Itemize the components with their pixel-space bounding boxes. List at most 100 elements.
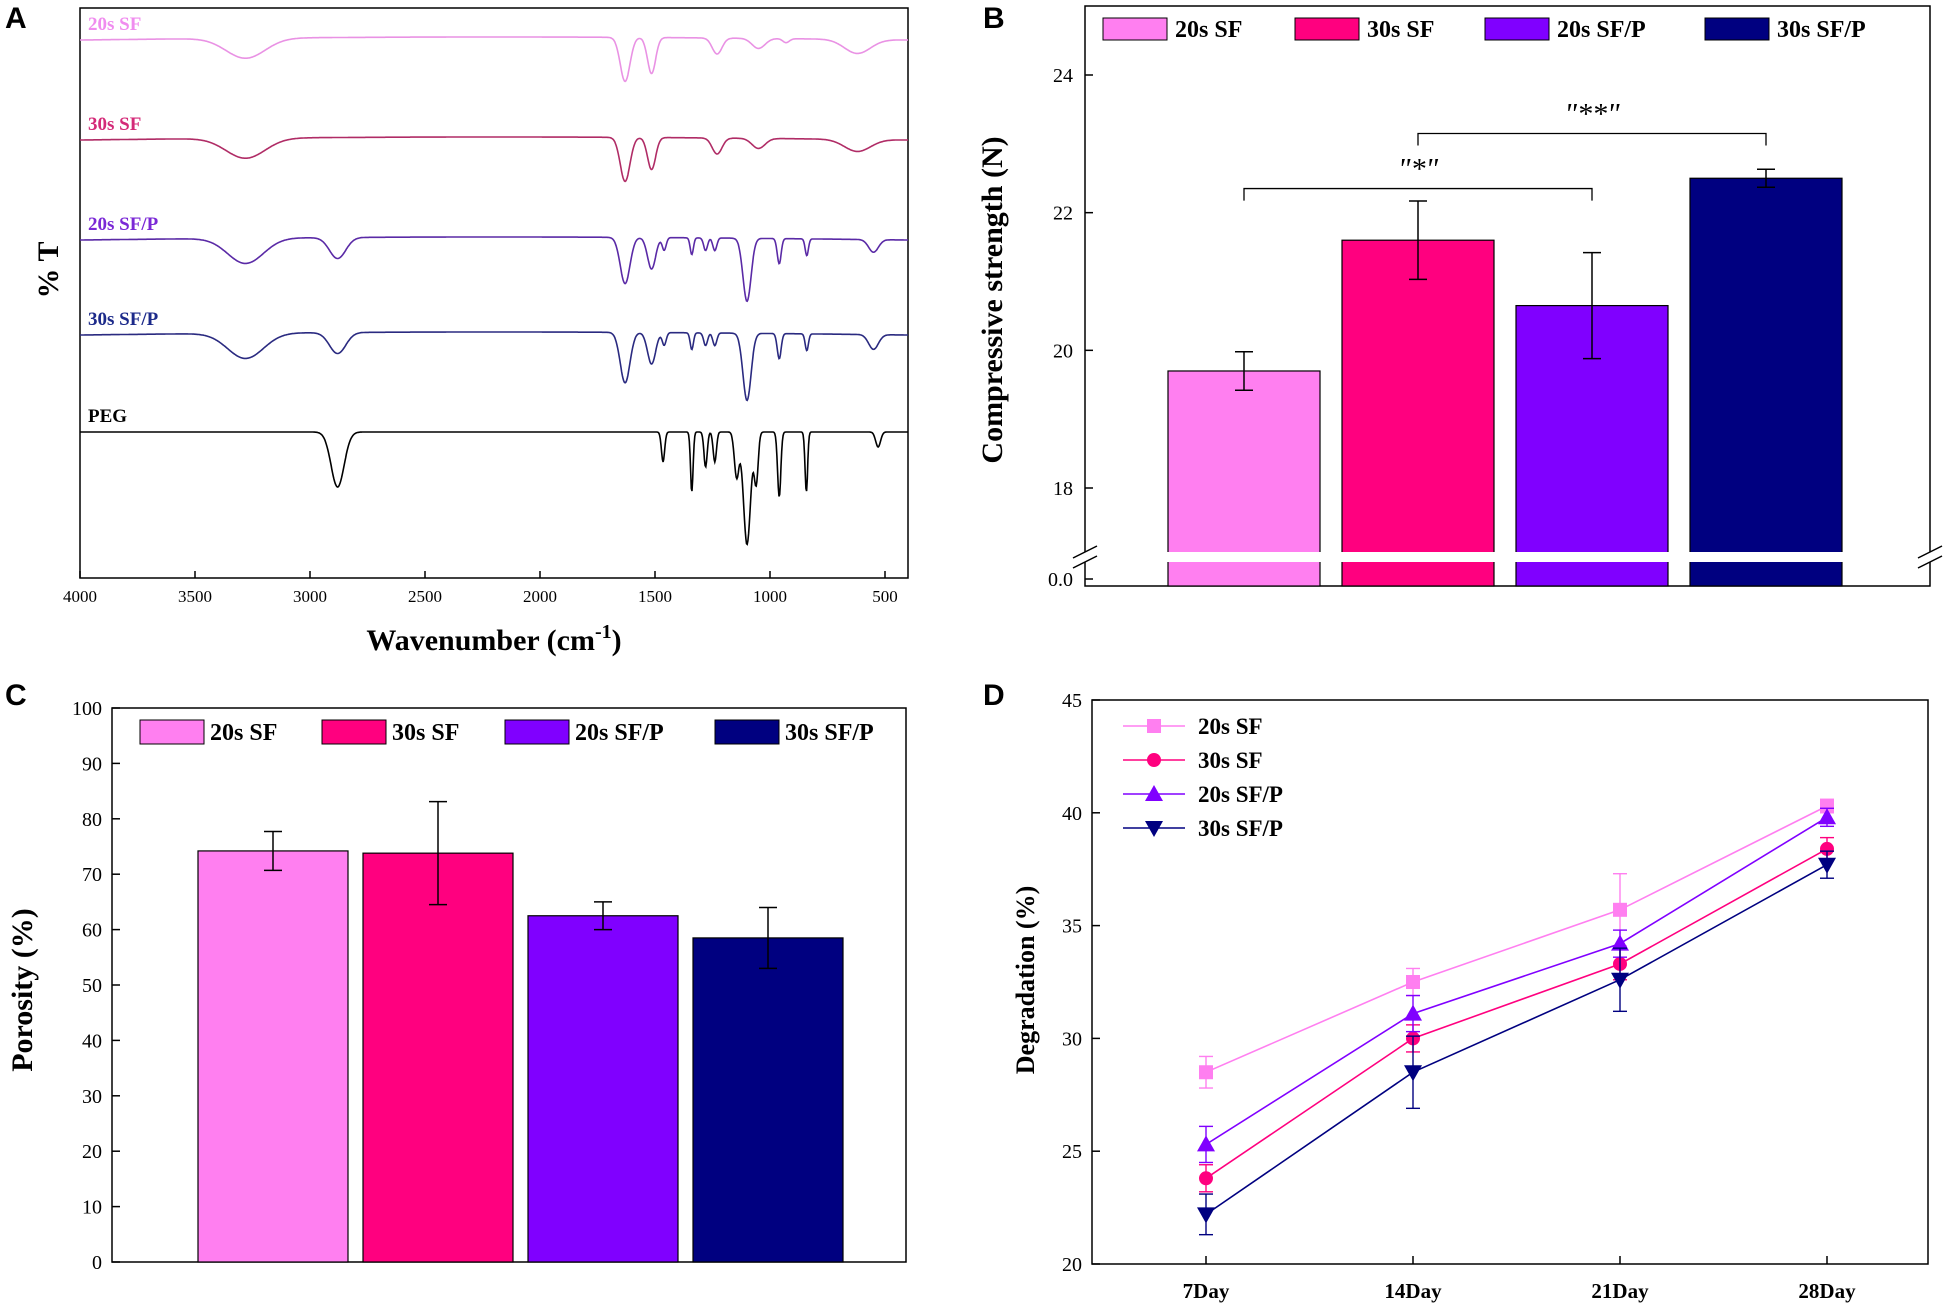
legend-swatch-20s-sf [1102, 17, 1168, 41]
bar-20s-sf [1167, 370, 1321, 587]
y-tick-label: 24 [1053, 65, 1073, 87]
legend-swatch-30s-sf-p [714, 719, 780, 745]
y-tick-label: 50 [82, 975, 102, 997]
legend-swatch-30s-sf [1294, 17, 1360, 41]
axis-break-mark [1072, 545, 1098, 559]
panel-c-porosity-chart: 0 10 20 30 40 50 60 70 80 90 100 Porosity (%) 20s SF… [6, 698, 907, 1274]
ftir-series-30s-sf [80, 136, 908, 183]
data-point-30s-sf-p [1818, 857, 1836, 874]
data-point-30s-sf [1820, 841, 1834, 856]
x-tick-label-7day: 7Day [1183, 1279, 1230, 1303]
axis-break-mark [1072, 555, 1098, 569]
significance-bracket [1243, 187, 1593, 201]
legend-label-20s-sf: 20s SF [210, 720, 277, 746]
y-tick-label: 90 [82, 753, 102, 775]
x-tick-label-14day: 14Day [1384, 1279, 1442, 1303]
legend-marker-30s-sf-p [1145, 821, 1163, 837]
x-tick-label: 1000 [753, 587, 787, 606]
legend-marker-30s-sf [1147, 753, 1161, 767]
panel-letter-a: A [5, 2, 27, 35]
y-tick-label: 0 [92, 1252, 102, 1274]
series-20s-sf [1199, 798, 1834, 1089]
legend-swatch-30s-sf [321, 719, 387, 745]
x-axis-label: Wavenumber (cm-1) [366, 621, 621, 657]
x-tick-label-21day: 21Day [1591, 1279, 1649, 1303]
legend-label-20s-sf-p: 20s SF/P [1557, 17, 1646, 43]
panel-letter-d: D [983, 679, 1005, 712]
y-tick-label: 100 [72, 698, 102, 720]
data-point-30s-sf [1199, 1171, 1213, 1186]
y-tick-label: 70 [82, 864, 102, 886]
data-point-30s-sf-p [1197, 1207, 1215, 1224]
bar-20s-sf [197, 850, 349, 1263]
significance-label: "*" [1398, 153, 1439, 186]
y-tick-label-zero: 0.0 [1048, 569, 1073, 591]
series-30s-sf [1199, 836, 1834, 1193]
data-point-20s-sf-p [1197, 1135, 1215, 1152]
axis-break-band [1075, 552, 1940, 562]
ftir-series-20s-sf-p [80, 236, 908, 303]
series-line-30s-sf-p [1205, 864, 1828, 1216]
legend-label-30s-sf-p: 30s SF/P [1198, 816, 1283, 841]
y-tick-label: 45 [1062, 690, 1082, 712]
ftir-series-peg [80, 431, 908, 546]
data-point-20s-sf [1199, 1065, 1213, 1080]
bar-20s-sf-p [527, 915, 679, 1263]
axis-break-mark [1917, 555, 1943, 569]
y-tick-label: 40 [1062, 803, 1082, 825]
series-30s-sf-p [1197, 850, 1836, 1236]
legend-label-30s-sf-p: 30s SF/P [785, 720, 874, 746]
legend-swatch-20s-sf-p [1484, 17, 1550, 41]
y-tick-label: 18 [1053, 478, 1073, 500]
series-line-30s-sf [1205, 848, 1828, 1179]
legend-swatch-30s-sf-p [1704, 17, 1770, 41]
ftir-series-label-peg: PEG [88, 406, 127, 427]
x-tick-label: 2000 [523, 587, 557, 606]
significance-label: "**" [1564, 98, 1620, 131]
x-tick-label: 500 [872, 587, 898, 606]
ftir-series-label-20s-sf-p: 20s SF/P [88, 214, 159, 235]
legend-label-20s-sf-p: 20s SF/P [1198, 782, 1283, 807]
panel-d-degradation-chart: 20 25 30 35 40 45 7Day 14Day 21Day 28Day Degradati… [1011, 690, 1929, 1303]
y-tick-label: 40 [82, 1030, 102, 1052]
ftir-series-label-20s-sf: 20s SF [88, 14, 141, 35]
bar-30s-sf [1341, 239, 1495, 587]
x-tick-label: 4000 [63, 587, 97, 606]
y-tick-label: 25 [1062, 1141, 1082, 1163]
y-tick-label: 20 [82, 1141, 102, 1163]
plot-frame [1084, 5, 1931, 587]
y-tick-label: 35 [1062, 916, 1082, 938]
panel-b-compressive-strength-chart: 18 20 22 24 0.0 Compressive strength (N) "*" "*… [976, 5, 1943, 591]
legend-label-30s-sf: 30s SF [1198, 748, 1263, 773]
legend-label-30s-sf: 30s SF [392, 720, 459, 746]
x-tick-label: 2500 [408, 587, 442, 606]
series-20s-sf-p [1197, 807, 1836, 1164]
y-tick-label: 60 [82, 920, 102, 942]
y-tick-label: 22 [1053, 203, 1073, 225]
axis-break-mark [1917, 545, 1943, 559]
panel-a-ftir-chart: 4000 3500 3000 2500 2000 1500 1000 500 Wavenumbe… [32, 7, 909, 657]
x-tick-label: 3000 [293, 587, 327, 606]
y-axis-label: % T [32, 242, 65, 299]
data-point-20s-sf-p [1818, 808, 1836, 825]
series-line-20s-sf [1205, 805, 1828, 1073]
panel-letter-b: B [983, 2, 1005, 35]
data-point-20s-sf [1406, 975, 1420, 989]
data-point-20s-sf [1820, 799, 1834, 814]
y-tick-label: 20 [1062, 1254, 1082, 1276]
data-point-20s-sf-p [1611, 934, 1629, 951]
y-axis-label: Compressive strength (N) [976, 136, 1009, 463]
ftir-series-20s-sf [80, 36, 908, 83]
data-point-20s-sf-p [1404, 1004, 1422, 1021]
legend-label-20s-sf-p: 20s SF/P [575, 720, 664, 746]
legend-label-30s-sf-p: 30s SF/P [1777, 17, 1866, 43]
data-point-20s-sf [1613, 902, 1627, 917]
legend-marker-20s-sf [1147, 719, 1161, 733]
y-axis-label: Degradation (%) [1011, 886, 1040, 1074]
data-point-30s-sf-p [1404, 1065, 1422, 1082]
bar-30s-sf-p [1689, 177, 1843, 587]
y-axis-label: Porosity (%) [6, 908, 39, 1072]
legend-label-30s-sf: 30s SF [1367, 17, 1434, 43]
bar-30s-sf [362, 852, 514, 1263]
